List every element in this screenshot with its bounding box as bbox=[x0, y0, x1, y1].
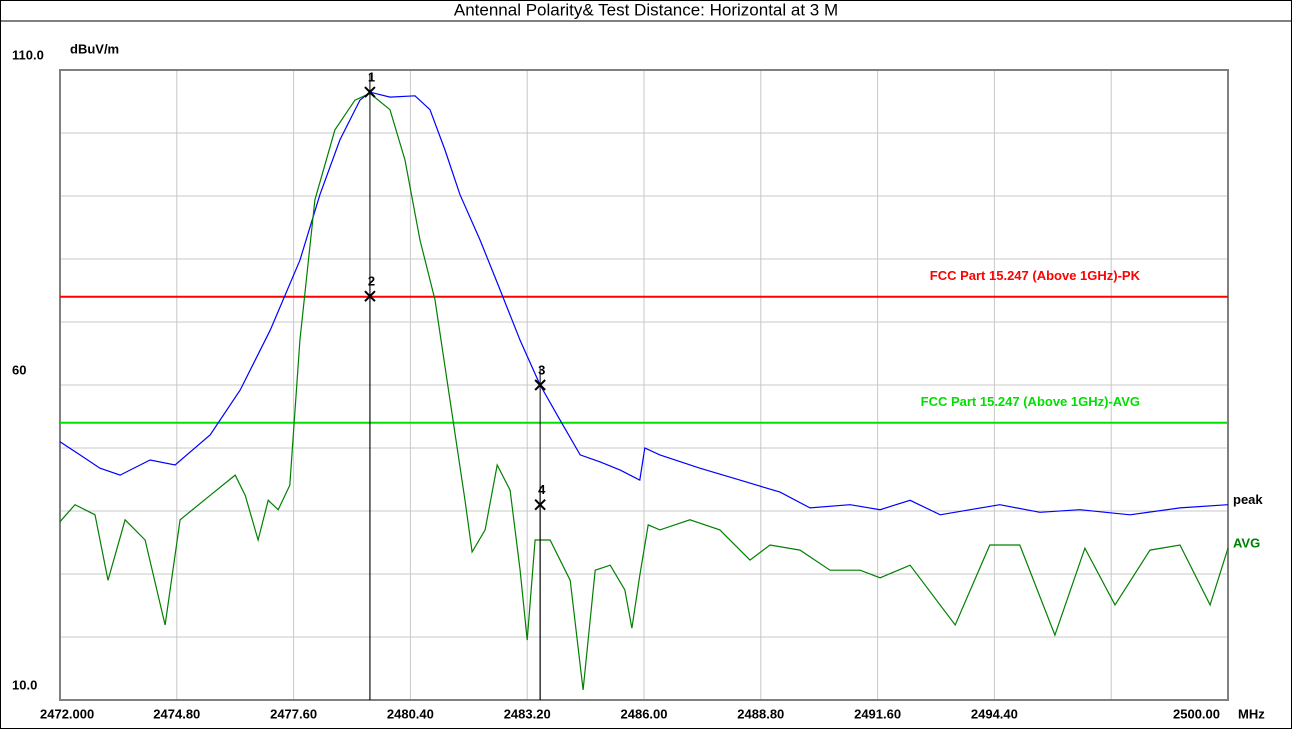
plot-area bbox=[59, 69, 1229, 701]
x-tick-label: 2491.60 bbox=[854, 706, 901, 721]
x-tick-label: 2474.80 bbox=[153, 706, 200, 721]
y-tick-label: 10.0 bbox=[12, 677, 37, 692]
trace bbox=[59, 92, 1229, 690]
y-tick-label: 110.0 bbox=[12, 47, 44, 62]
marker bbox=[534, 379, 546, 391]
trace-label: peak bbox=[1233, 492, 1263, 507]
x-tick-label: 2477.60 bbox=[270, 706, 317, 721]
marker-label: 2 bbox=[368, 274, 375, 289]
marker-label: 1 bbox=[368, 69, 375, 84]
x-tick-label: 2472.000 bbox=[40, 706, 94, 721]
marker bbox=[534, 498, 546, 511]
marker-label: 3 bbox=[538, 362, 545, 377]
x-tick-label: 2494.40 bbox=[971, 706, 1018, 721]
y-tick-label: 60 bbox=[12, 362, 26, 377]
x-tick-label: 2488.80 bbox=[737, 706, 784, 721]
x-tick-label: 2480.40 bbox=[387, 706, 434, 721]
limit-label: FCC Part 15.247 (Above 1GHz)-AVG bbox=[921, 394, 1140, 409]
chart-title: Antennal Polarity& Test Distance: Horizo… bbox=[454, 0, 838, 19]
marker bbox=[364, 290, 376, 302]
trace-label: AVG bbox=[1233, 536, 1260, 551]
marker bbox=[364, 86, 376, 98]
x-tick-label: 2486.00 bbox=[621, 706, 668, 721]
x-unit: MHz bbox=[1238, 706, 1265, 721]
x-tick-label: 2500.00 bbox=[1173, 706, 1220, 721]
limit-label: FCC Part 15.247 (Above 1GHz)-PK bbox=[930, 268, 1141, 283]
y-unit: dBuV/m bbox=[70, 41, 119, 56]
marker-label: 4 bbox=[538, 482, 546, 497]
x-tick-label: 2483.20 bbox=[504, 706, 551, 721]
